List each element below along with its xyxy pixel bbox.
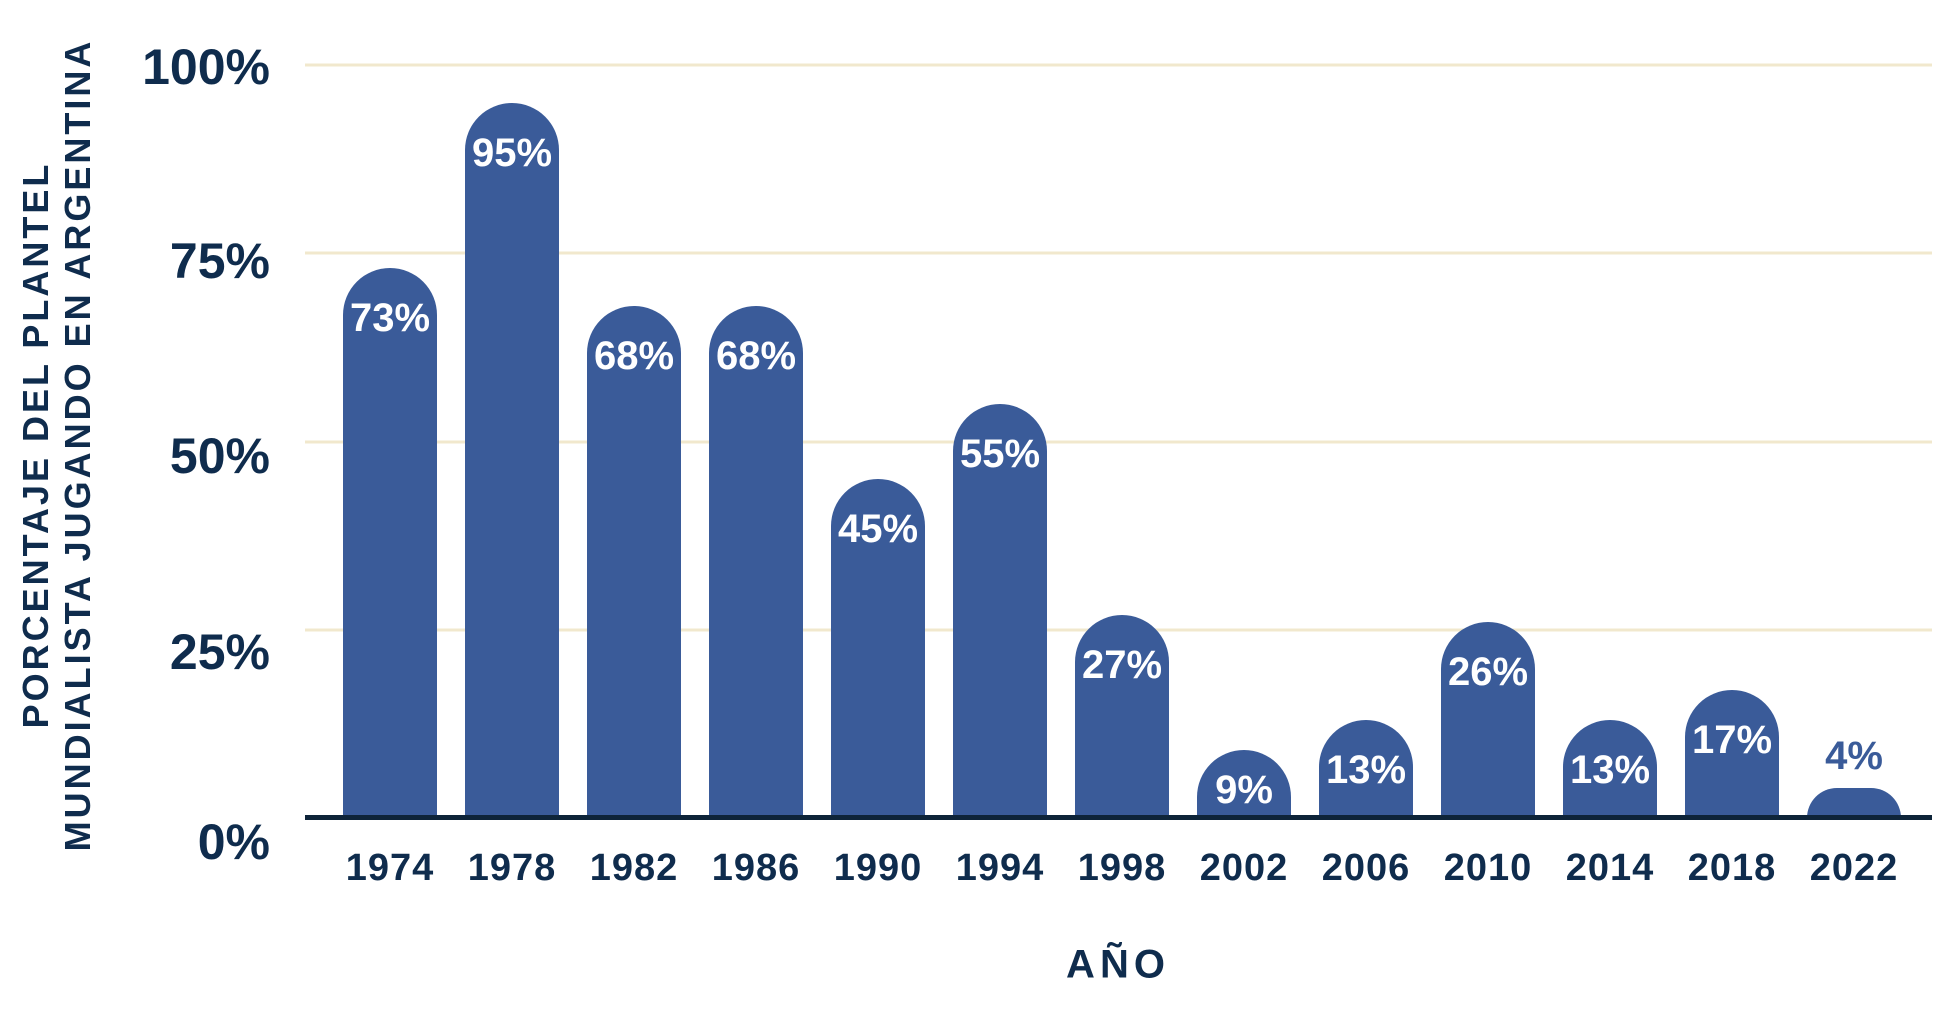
- x-tick-1990: 1990: [833, 847, 923, 889]
- x-tick-1974: 1974: [345, 847, 435, 889]
- bar-value-label-1998: 27%: [1081, 642, 1163, 687]
- gridline-100: [305, 63, 1932, 67]
- x-axis-title: AÑO: [1066, 942, 1170, 987]
- y-tick-25: 25%: [169, 623, 270, 680]
- bar-2018: [1685, 690, 1779, 818]
- bar-value-label-2002: 9%: [1215, 768, 1273, 812]
- bar-value-label-2006: 13%: [1325, 748, 1407, 793]
- x-tick-1998: 1998: [1077, 847, 1167, 889]
- bar-1974: [343, 268, 437, 818]
- x-tick-2006: 2006: [1321, 847, 1411, 889]
- bar-value-label-2010: 26%: [1447, 650, 1529, 695]
- gridline-75: [305, 251, 1932, 255]
- bar-value-label-1978: 95%: [471, 130, 553, 175]
- bar-1998: [1075, 614, 1169, 818]
- x-tick-1978: 1978: [467, 847, 557, 889]
- y-tick-0: 0%: [197, 814, 270, 870]
- x-tick-1982: 1982: [589, 847, 679, 889]
- x-tick-1994: 1994: [955, 847, 1045, 889]
- bar-value-label-2018: 17%: [1691, 717, 1773, 762]
- bar-value-label-1974: 73%: [349, 296, 431, 341]
- gridline-50: [305, 440, 1932, 443]
- y-tick-100: 100%: [142, 39, 270, 95]
- bar-1978: [465, 102, 559, 818]
- bar-2006: [1319, 720, 1413, 818]
- x-tick-2002: 2002: [1199, 847, 1289, 889]
- x-tick-2010: 2010: [1443, 847, 1533, 889]
- bar-value-label-1990: 45%: [837, 507, 919, 552]
- bar-value-label-1994: 55%: [959, 431, 1041, 476]
- x-tick-2018: 2018: [1687, 847, 1777, 889]
- bar-2010: [1441, 622, 1535, 818]
- bar-1990: [831, 479, 925, 818]
- bar-1994: [953, 403, 1047, 818]
- bar-2002: [1197, 750, 1291, 818]
- bar-1982: [587, 305, 681, 818]
- x-tick-2014: 2014: [1565, 847, 1655, 889]
- x-axis-line: [305, 815, 1932, 820]
- x-tick-1986: 1986: [711, 847, 801, 889]
- bar-2014: [1563, 720, 1657, 818]
- bar-value-label-2022: 4%: [1825, 733, 1883, 778]
- y-axis-title-line1: PORCENTAJE DEL PLANTEL: [15, 161, 56, 729]
- y-tick-50: 50%: [169, 427, 270, 484]
- bar-2022: [1807, 787, 1901, 818]
- bar-value-label-1986: 68%: [715, 333, 797, 378]
- plot-area: 73% 95% 68% 68% 45% 55% 27% 9% 13% 26% 13% 17% 4%: [305, 63, 1932, 820]
- x-tick-2022: 2022: [1809, 847, 1899, 889]
- y-tick-75: 75%: [169, 233, 270, 290]
- bar-1986: [709, 305, 803, 818]
- bar-value-label-2014: 13%: [1569, 748, 1651, 793]
- bar-value-label-1982: 68%: [593, 333, 675, 378]
